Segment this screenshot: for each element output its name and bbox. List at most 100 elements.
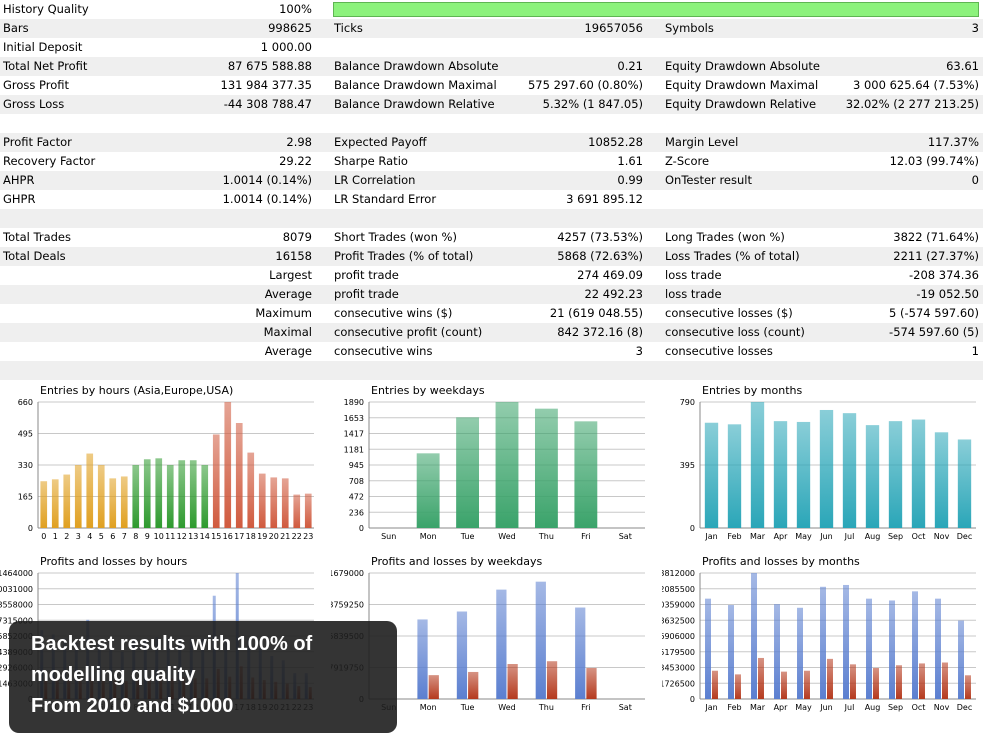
report-row: Initial Deposit 1 000.00 bbox=[0, 38, 983, 57]
x-tick-label: 21 bbox=[280, 532, 290, 541]
report-label-2: Balance Drawdown Maximal bbox=[334, 78, 497, 92]
report-value-2: 575 297.60 (0.80%) bbox=[527, 78, 643, 92]
x-tick-label: 17 bbox=[234, 532, 244, 541]
profit-bar bbox=[417, 619, 428, 699]
report-label-1: AHPR bbox=[3, 173, 35, 187]
report-label-1: Recovery Factor bbox=[3, 154, 96, 168]
entries-bar bbox=[166, 465, 174, 528]
entries-bar bbox=[155, 458, 163, 528]
x-tick-label: 19 bbox=[257, 532, 267, 541]
report-row bbox=[0, 361, 983, 380]
x-tick-label: Jun bbox=[819, 532, 833, 541]
chart-title: Entries by weekdays bbox=[371, 384, 485, 397]
y-tick-label: 5179500 bbox=[662, 648, 695, 657]
loss-bar bbox=[712, 670, 718, 699]
report-row: Total Net Profit 87 675 588.88 Balance Dra… bbox=[0, 57, 983, 76]
report-label-3: consecutive losses ($) bbox=[665, 306, 793, 320]
loss-bar bbox=[942, 662, 948, 699]
chart-4: Profits and losses by weekdays0791975015… bbox=[331, 551, 651, 726]
report-row: Average profit trade 22 492.23 loss trade -1… bbox=[0, 285, 983, 304]
report-value-3: 32.02% (2 277 213.25) bbox=[845, 97, 979, 111]
chart-1: Entries by weekdays 0 236 472 708 945 1181 1417… bbox=[331, 380, 651, 555]
report-value-1: Average bbox=[264, 344, 312, 358]
profit-bar bbox=[774, 604, 780, 699]
entries-bar bbox=[235, 423, 243, 528]
loss-bar bbox=[735, 674, 741, 699]
y-tick-label: 708 bbox=[349, 477, 364, 486]
entries-bar bbox=[842, 413, 857, 528]
x-tick-label: 11 bbox=[165, 532, 175, 541]
x-tick-label: Tue bbox=[460, 532, 475, 541]
report-value-1: 87 675 588.88 bbox=[227, 59, 312, 73]
x-tick-label: Aug bbox=[865, 532, 881, 541]
report-label-2: consecutive profit (count) bbox=[334, 325, 483, 339]
entries-bar bbox=[258, 473, 266, 528]
x-tick-label: 8 bbox=[133, 532, 138, 541]
report-value-2: 22 492.23 bbox=[584, 287, 643, 301]
profit-bar bbox=[535, 581, 546, 699]
report-row: Recovery Factor 29.22 Sharpe Ratio 1.61 Z-Sc… bbox=[0, 152, 983, 171]
report-row: Gross Profit 131 984 377.35 Balance Drawdo… bbox=[0, 76, 983, 95]
entries-bar bbox=[74, 465, 82, 528]
entries-bar bbox=[132, 465, 140, 528]
report-value-3: 63.61 bbox=[946, 59, 979, 73]
x-tick-label: Nov bbox=[934, 703, 950, 712]
loss-bar bbox=[850, 664, 856, 699]
x-tick-label: Apr bbox=[774, 532, 789, 541]
x-tick-label: 10 bbox=[154, 532, 164, 541]
report-label-1: GHPR bbox=[3, 192, 36, 206]
chart-2: Entries by months 0 395 790 Jan Feb Mar Apr May J… bbox=[662, 380, 982, 555]
y-tick-label: 10359000 bbox=[662, 601, 695, 610]
entries-bar bbox=[773, 421, 788, 528]
report-value-1: 100% bbox=[279, 2, 312, 16]
x-tick-label: 22 bbox=[292, 532, 302, 541]
y-tick-label: 3453000 bbox=[662, 664, 695, 673]
report-value-3: -19 052.50 bbox=[916, 287, 979, 301]
y-tick-label: 1890 bbox=[344, 398, 364, 407]
entries-bar bbox=[456, 417, 480, 528]
profit-bar bbox=[496, 589, 507, 699]
report-value-1: Average bbox=[264, 287, 312, 301]
entries-bar bbox=[189, 460, 197, 528]
entries-bar bbox=[247, 452, 255, 528]
report-label-2: Sharpe Ratio bbox=[334, 154, 408, 168]
profit-bar bbox=[751, 573, 757, 699]
entries-bar bbox=[796, 421, 811, 528]
report-value-3: 117.37% bbox=[927, 135, 979, 149]
x-tick-label: Wed bbox=[498, 532, 515, 541]
x-tick-label: Jul bbox=[844, 703, 855, 712]
y-tick-label: 0 bbox=[359, 524, 364, 533]
x-tick-label: 13 bbox=[188, 532, 198, 541]
y-tick-label: 660 bbox=[18, 398, 33, 407]
entries-bar bbox=[63, 474, 71, 528]
report-value-2: 0.99 bbox=[617, 173, 643, 187]
x-tick-label: Dec bbox=[957, 703, 972, 712]
x-tick-label: 4 bbox=[87, 532, 92, 541]
y-tick-label: 472 bbox=[349, 493, 364, 502]
entries-bar bbox=[293, 494, 301, 528]
report-row: Largest profit trade 274 469.09 loss trade -… bbox=[0, 266, 983, 285]
y-tick-label: 8558000 bbox=[0, 601, 33, 610]
caption-line-2: modelling quality bbox=[31, 664, 196, 686]
x-tick-label: 20 bbox=[269, 532, 279, 541]
entries-bar bbox=[957, 439, 972, 528]
chart-title: Profits and losses by hours bbox=[40, 555, 188, 568]
report-label-3: Z-Score bbox=[665, 154, 710, 168]
x-tick-label: 15 bbox=[211, 532, 221, 541]
report-row: History Quality 100% bbox=[0, 0, 983, 19]
entries-bar bbox=[574, 421, 598, 528]
report-value-2: 1.61 bbox=[617, 154, 643, 168]
report-label-1: Profit Factor bbox=[3, 135, 72, 149]
report-value-3: 3 bbox=[971, 21, 979, 35]
entries-bar bbox=[304, 493, 312, 528]
report-label-3: consecutive losses bbox=[665, 344, 773, 358]
x-tick-label: Tue bbox=[460, 703, 475, 712]
report-label-2: Balance Drawdown Absolute bbox=[334, 59, 499, 73]
report-value-3: 2211 (27.37%) bbox=[893, 249, 979, 263]
report-label-1: Total Net Profit bbox=[3, 59, 88, 73]
entries-bar bbox=[51, 479, 59, 528]
y-tick-label: 6906000 bbox=[662, 632, 695, 641]
report-label-3: Equity Drawdown Relative bbox=[665, 97, 817, 111]
report-value-3: 1 bbox=[971, 344, 979, 358]
x-tick-label: 18 bbox=[246, 532, 256, 541]
